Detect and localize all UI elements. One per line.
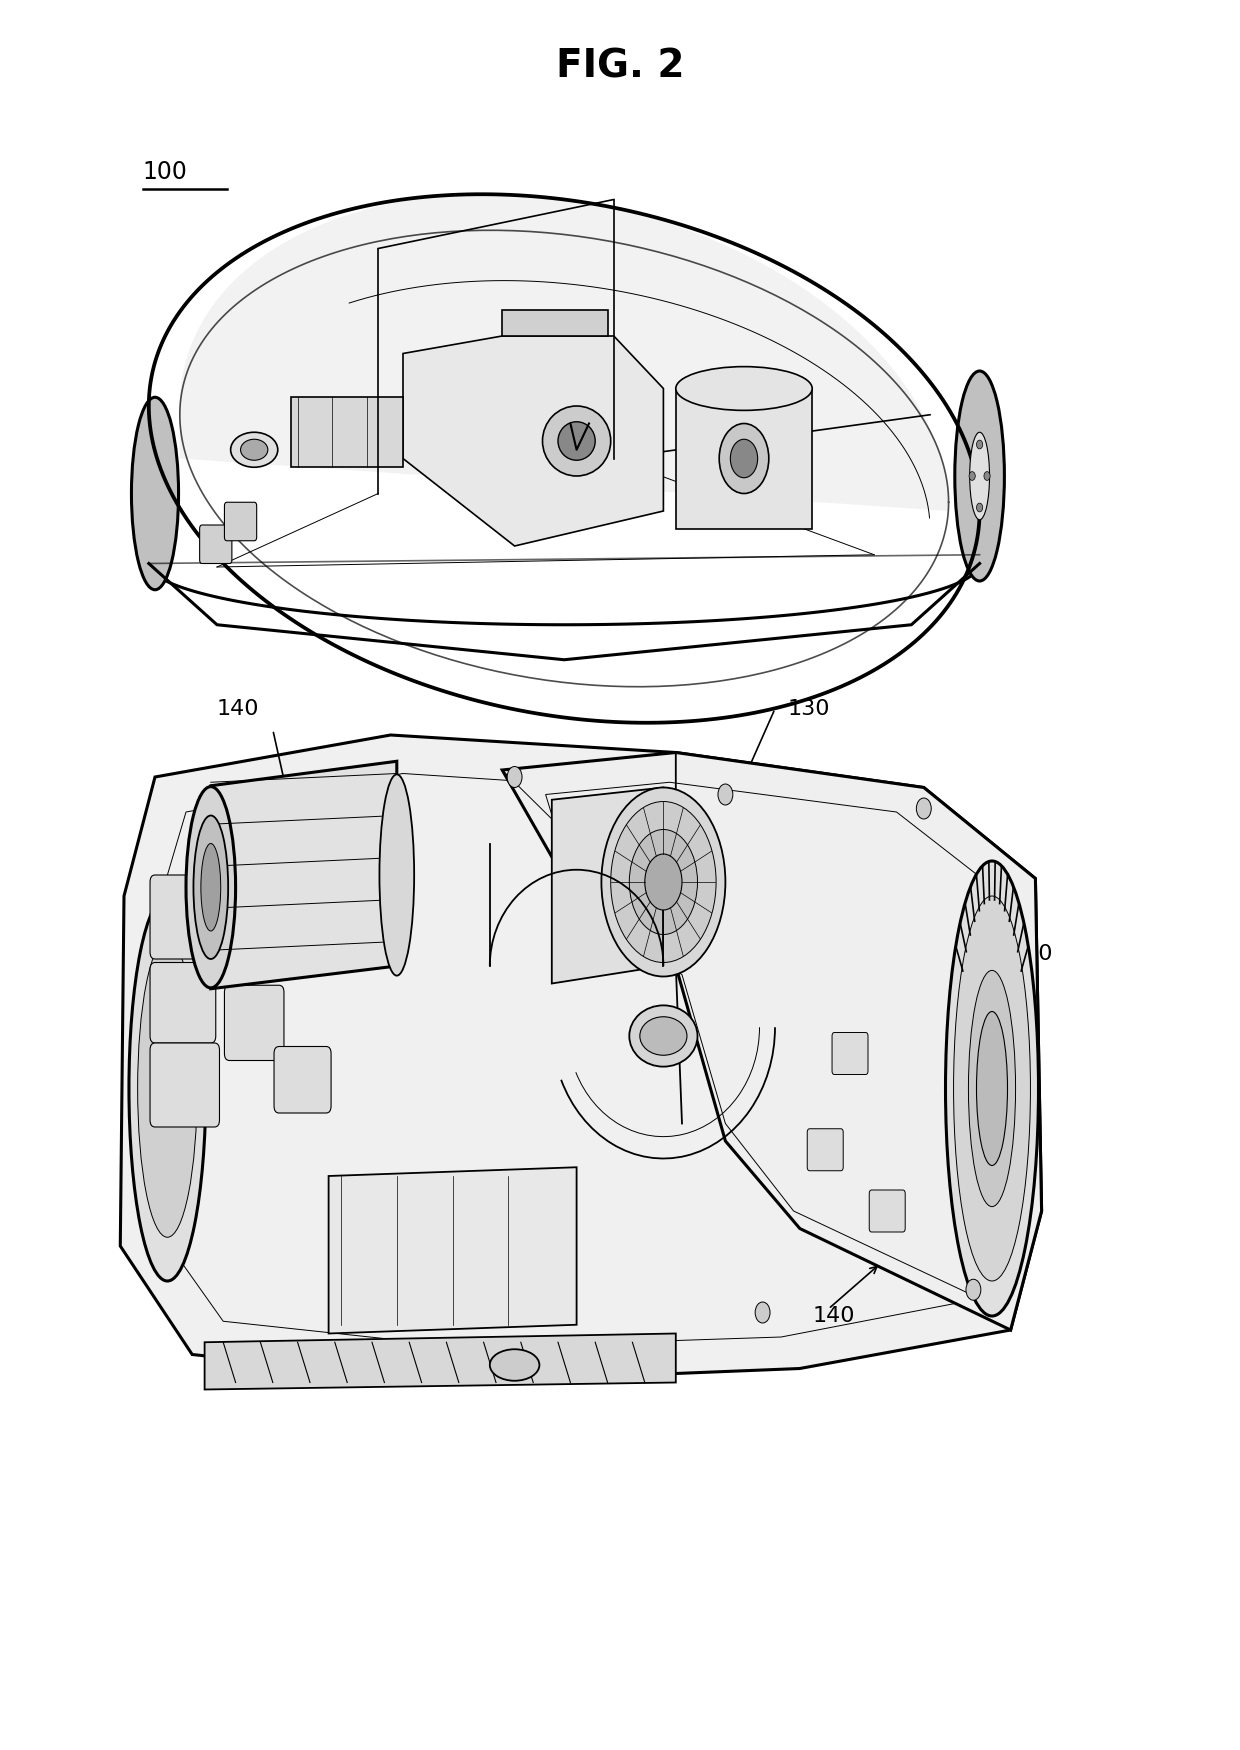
Text: 110: 110 <box>1011 943 1053 964</box>
FancyBboxPatch shape <box>150 1043 219 1127</box>
Polygon shape <box>552 788 663 984</box>
Ellipse shape <box>131 397 179 590</box>
Ellipse shape <box>231 432 278 467</box>
Text: 120: 120 <box>568 404 610 423</box>
Ellipse shape <box>718 784 733 805</box>
Ellipse shape <box>630 830 698 935</box>
Ellipse shape <box>640 1017 687 1055</box>
Ellipse shape <box>730 439 758 478</box>
Ellipse shape <box>558 422 595 460</box>
Polygon shape <box>180 194 949 511</box>
Polygon shape <box>120 735 1042 1382</box>
Ellipse shape <box>676 366 812 410</box>
FancyBboxPatch shape <box>150 875 222 959</box>
FancyBboxPatch shape <box>224 502 257 541</box>
Ellipse shape <box>916 798 931 819</box>
Polygon shape <box>205 1334 676 1390</box>
Text: 130: 130 <box>787 698 830 719</box>
Ellipse shape <box>201 844 221 931</box>
FancyBboxPatch shape <box>224 985 284 1060</box>
Ellipse shape <box>490 1349 539 1381</box>
Ellipse shape <box>954 896 1030 1281</box>
Ellipse shape <box>193 816 228 959</box>
Ellipse shape <box>138 940 197 1237</box>
Ellipse shape <box>966 1279 981 1300</box>
Ellipse shape <box>507 766 522 788</box>
Text: 140: 140 <box>812 1306 854 1326</box>
Ellipse shape <box>719 424 769 494</box>
Ellipse shape <box>977 439 982 448</box>
FancyBboxPatch shape <box>807 1129 843 1171</box>
Ellipse shape <box>977 1011 1007 1166</box>
Ellipse shape <box>755 1302 770 1323</box>
Ellipse shape <box>129 896 206 1281</box>
FancyBboxPatch shape <box>150 963 216 1043</box>
Ellipse shape <box>985 471 991 480</box>
Text: 140: 140 <box>217 698 259 719</box>
Ellipse shape <box>968 970 1016 1208</box>
Ellipse shape <box>543 406 611 476</box>
Ellipse shape <box>955 371 1004 581</box>
FancyBboxPatch shape <box>832 1032 868 1074</box>
Polygon shape <box>502 752 1042 1330</box>
Ellipse shape <box>186 788 236 987</box>
Polygon shape <box>329 1167 577 1334</box>
Ellipse shape <box>970 432 990 520</box>
Text: 100: 100 <box>143 159 187 184</box>
Ellipse shape <box>241 439 268 460</box>
Text: FIG. 2: FIG. 2 <box>556 47 684 86</box>
Polygon shape <box>403 336 663 546</box>
Ellipse shape <box>611 802 717 962</box>
Polygon shape <box>291 397 403 467</box>
FancyBboxPatch shape <box>869 1190 905 1232</box>
FancyBboxPatch shape <box>200 525 232 564</box>
Ellipse shape <box>601 788 725 976</box>
FancyBboxPatch shape <box>274 1046 331 1113</box>
Ellipse shape <box>630 1004 698 1066</box>
Polygon shape <box>676 388 812 528</box>
Polygon shape <box>502 310 608 336</box>
Ellipse shape <box>645 854 682 910</box>
Ellipse shape <box>379 774 414 975</box>
Polygon shape <box>211 761 397 989</box>
Ellipse shape <box>945 861 1039 1316</box>
Ellipse shape <box>977 504 982 511</box>
Ellipse shape <box>970 471 976 480</box>
